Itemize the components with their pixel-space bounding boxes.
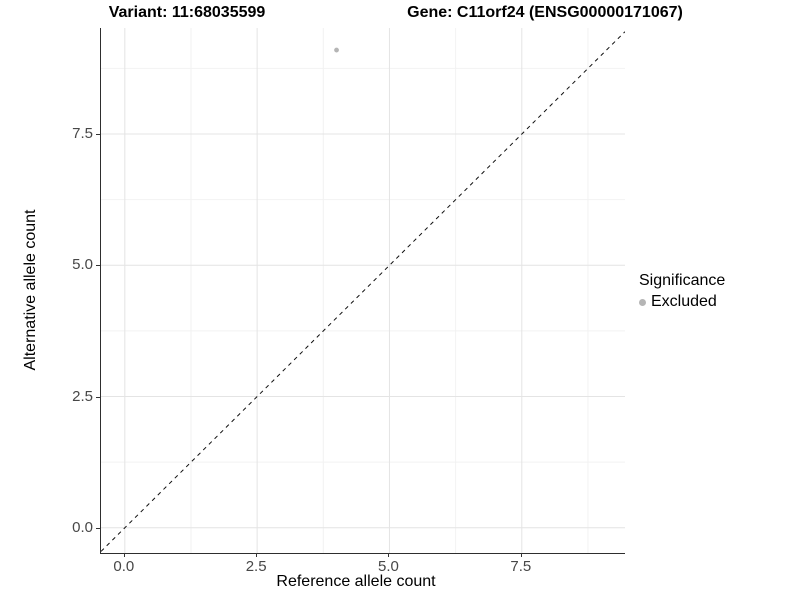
data-point (334, 47, 339, 53)
y-tick-label: 5.0 (72, 256, 93, 274)
x-tick-mark (123, 553, 125, 557)
legend-item-label: Excluded (651, 293, 717, 310)
identity-dashed-line (101, 31, 625, 552)
variant-title: Variant: 11:68035599 (108, 4, 266, 21)
x-tick-label: 5.0 (378, 558, 399, 575)
x-tick-label: 0.0 (113, 558, 135, 575)
y-tick-mark (96, 134, 100, 136)
y-tick-label: 2.5 (72, 387, 93, 405)
plot-panel (100, 28, 625, 554)
y-tick-mark (96, 527, 100, 529)
excluded-point-icon (639, 298, 646, 306)
gene-title: Gene: C11orf24 (ENSG00000171067) (407, 4, 683, 21)
x-tick-mark (388, 553, 390, 557)
y-axis-title: Alternative allele count (22, 209, 39, 371)
x-tick-label: 2.5 (245, 558, 267, 575)
legend-title: Significance (639, 272, 726, 289)
legend: Significance Excluded (639, 272, 725, 311)
y-tick-mark (96, 396, 100, 398)
plot-canvas (101, 28, 625, 553)
x-axis-title: Reference allele count (276, 573, 436, 590)
y-tick-mark (96, 265, 100, 267)
legend-item-excluded: Excluded (639, 293, 725, 311)
x-tick-mark (520, 553, 522, 557)
y-tick-label: 7.5 (72, 125, 93, 143)
y-tick-label: 0.0 (72, 518, 93, 536)
x-tick-label: 7.5 (510, 558, 532, 575)
x-tick-mark (256, 553, 258, 557)
